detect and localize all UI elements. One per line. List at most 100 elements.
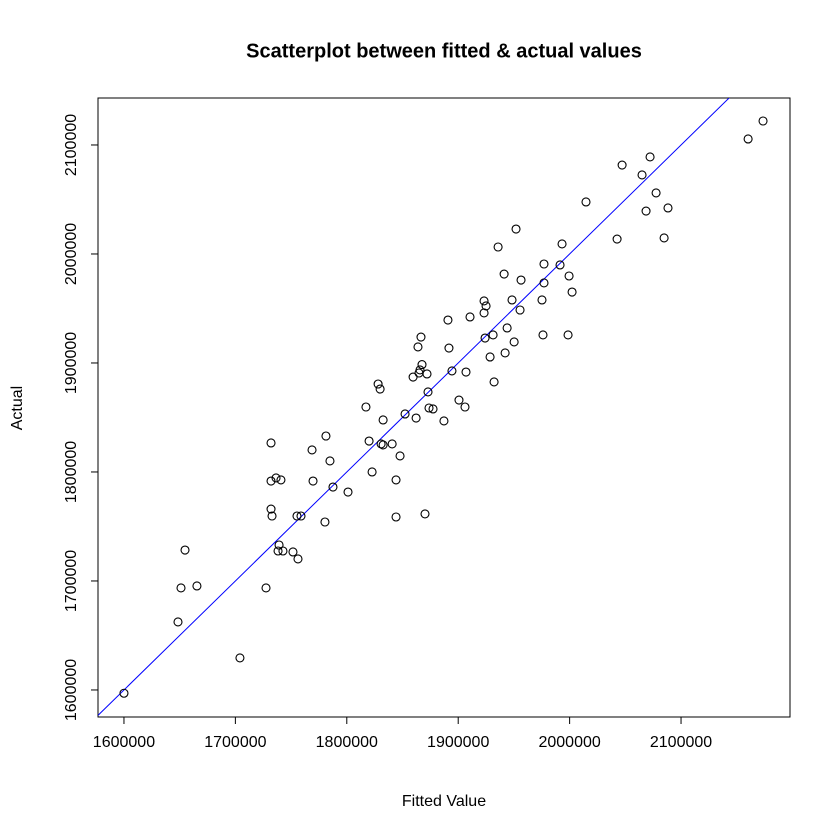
point (538, 330, 548, 340)
point (420, 509, 430, 519)
point (743, 134, 753, 144)
point (378, 415, 388, 425)
point (292, 511, 302, 521)
point (376, 439, 386, 449)
point (273, 546, 283, 556)
point (461, 367, 471, 377)
point (321, 431, 331, 441)
point (758, 116, 768, 126)
point (428, 404, 438, 414)
point (173, 617, 183, 627)
point (537, 295, 547, 305)
point (516, 275, 526, 285)
point (266, 438, 276, 448)
point (465, 312, 475, 322)
point (235, 653, 245, 663)
point (645, 152, 655, 162)
point (481, 301, 491, 311)
point (293, 554, 303, 564)
point (424, 403, 434, 413)
x-tick-label: 2000000 (538, 734, 600, 751)
point (612, 234, 622, 244)
point (480, 333, 490, 343)
plot-area (98, 98, 730, 716)
point (320, 517, 330, 527)
point (288, 547, 298, 557)
x-tick-label: 1600000 (93, 734, 155, 751)
point (637, 170, 647, 180)
point (192, 581, 202, 591)
point (485, 352, 495, 362)
point (411, 413, 421, 423)
point (651, 188, 661, 198)
point (307, 445, 317, 455)
point (564, 271, 574, 281)
point (489, 377, 499, 387)
point (539, 259, 549, 269)
point (328, 482, 338, 492)
y-tick-label: 1600000 (63, 659, 80, 721)
point (391, 475, 401, 485)
y-tick-label: 1900000 (63, 332, 80, 394)
point (308, 476, 318, 486)
point (515, 305, 525, 315)
point (266, 504, 276, 514)
point (567, 287, 577, 297)
point (659, 233, 669, 243)
point (415, 365, 425, 375)
point (296, 511, 306, 521)
point (454, 395, 464, 405)
x-tick-label: 1700000 (204, 734, 266, 751)
point (479, 296, 489, 306)
x-tick-label: 1800000 (316, 734, 378, 751)
point (422, 369, 432, 379)
point (502, 323, 512, 333)
point (479, 308, 489, 318)
point (447, 366, 457, 376)
point (325, 456, 335, 466)
fit-line (98, 98, 730, 716)
point (278, 546, 288, 556)
point (663, 203, 673, 213)
x-axis-label: Fitted Value (402, 793, 486, 810)
point (507, 295, 517, 305)
point (271, 473, 281, 483)
point (444, 343, 454, 353)
point (261, 583, 271, 593)
point (557, 239, 567, 249)
point (581, 197, 591, 207)
point (276, 475, 286, 485)
point (423, 387, 433, 397)
point (378, 440, 388, 450)
point (176, 583, 186, 593)
point (413, 342, 423, 352)
point (387, 439, 397, 449)
point (417, 360, 427, 370)
chart-title: Scatterplot between fitted & actual valu… (246, 40, 642, 62)
point (395, 451, 405, 461)
y-tick-label: 1800000 (63, 441, 80, 503)
point (180, 545, 190, 555)
point (343, 487, 353, 497)
x-tick-label: 2100000 (650, 734, 712, 751)
point (367, 467, 377, 477)
point (499, 269, 509, 279)
y-tick-label: 1700000 (63, 550, 80, 612)
y-tick-label: 2000000 (63, 223, 80, 285)
point (641, 206, 651, 216)
point (267, 511, 277, 521)
point (511, 224, 521, 234)
point (439, 416, 449, 426)
point (493, 242, 503, 252)
point (373, 379, 383, 389)
y-axis-label: Actual (9, 386, 26, 430)
point (119, 688, 129, 698)
point (500, 348, 510, 358)
point (509, 337, 519, 347)
point (266, 476, 276, 486)
point (400, 409, 410, 419)
point (617, 160, 627, 170)
point (443, 315, 453, 325)
y-tick-label: 2100000 (63, 114, 80, 176)
